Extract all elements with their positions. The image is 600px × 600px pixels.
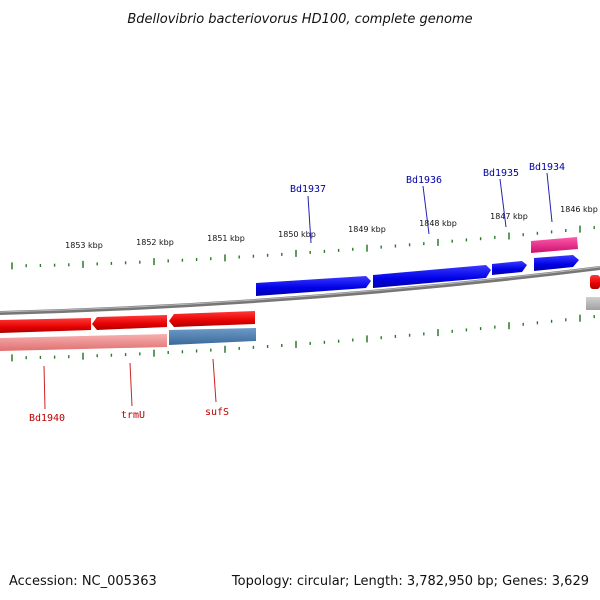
scale-label-1847: 1847 kbp: [490, 212, 528, 221]
gene-label-trmu[interactable]: trmU: [121, 410, 145, 421]
forward-strand-genes: [256, 237, 600, 310]
forward-label-leaders: [307, 172, 553, 244]
gene-arrow-bd1935[interactable]: [492, 261, 527, 275]
gene-label-sufs[interactable]: sufS: [205, 407, 229, 418]
gene-label-bd1937[interactable]: Bd1937: [290, 184, 326, 195]
gene-label-bd1935[interactable]: Bd1935: [483, 168, 519, 179]
gene-label-bd1934[interactable]: Bd1934: [529, 162, 565, 173]
scale-label-1850: 1850 kbp: [278, 230, 316, 239]
genome-backbone: [0, 266, 600, 315]
reverse-strand-genes: [0, 311, 256, 351]
scale-label-1852: 1852 kbp: [136, 238, 174, 247]
scale-label-1851: 1851 kbp: [207, 234, 245, 243]
scale-label-1848: 1848 kbp: [419, 219, 457, 228]
gene-partial-right-grey[interactable]: [586, 297, 600, 310]
accession-text: Accession: NC_005363: [9, 574, 157, 589]
lower-scale-ticks: [11, 314, 595, 362]
gene-block-steel-blue[interactable]: [169, 328, 256, 345]
gene-arrow-bd1937[interactable]: [256, 276, 371, 296]
gene-arrow-bd1936[interactable]: [373, 265, 491, 288]
scale-label-1846: 1846 kbp: [560, 205, 598, 214]
gene-partial-right[interactable]: [590, 275, 600, 289]
gene-arrow-pink[interactable]: [531, 237, 578, 253]
map-title: Bdellovibrio bacteriovorus HD100, comple…: [127, 12, 472, 27]
topology-text: Topology: circular; Length: 3,782,950 bp…: [231, 574, 589, 589]
reverse-label-leaders: [43, 358, 217, 410]
gene-arrow-sufs[interactable]: [169, 311, 255, 327]
gene-arrow-trmu[interactable]: [92, 315, 167, 330]
scale-label-1853: 1853 kbp: [65, 241, 103, 250]
genome-backbone-highlight: [0, 266, 600, 313]
gene-block-light-red[interactable]: [0, 334, 167, 351]
gene-arrow-bd1934[interactable]: [534, 255, 579, 271]
gene-arrow-bd1940[interactable]: [0, 318, 91, 333]
scale-label-1849: 1849 kbp: [348, 225, 386, 234]
upper-scale-ticks: [11, 225, 595, 270]
gene-label-bd1936[interactable]: Bd1936: [406, 175, 442, 186]
gene-label-bd1940[interactable]: Bd1940: [29, 413, 65, 424]
